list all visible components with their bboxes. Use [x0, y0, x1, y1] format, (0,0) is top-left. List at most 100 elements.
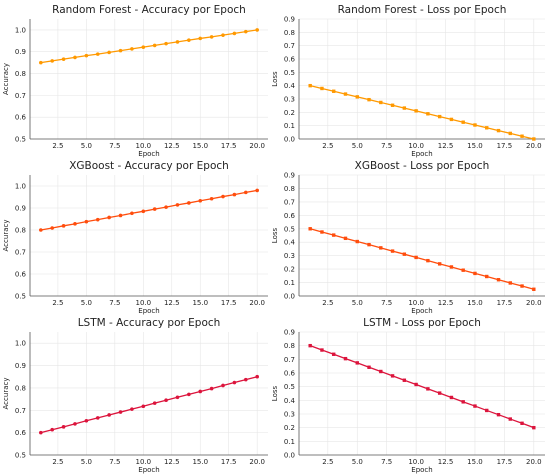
y-tick-label: 0.6: [284, 56, 296, 64]
x-tick-label: 2.5: [322, 299, 333, 307]
series-line: [309, 345, 535, 429]
data-point-marker: [308, 227, 312, 231]
chart-title: Random Forest - Accuracy por Epoch: [52, 4, 246, 16]
x-tick-label: 15.0: [467, 458, 483, 466]
x-tick-label: 2.5: [52, 299, 63, 307]
y-tick-label: 0.5: [15, 136, 26, 144]
chart-panel-1: 2.5 5.0 7.5 10.0 12.5 15.0 17.5 20.0 0.5 0.6 0.7 0.…: [2, 4, 268, 158]
x-tick-label: 2.5: [322, 458, 333, 466]
x-tick-label: 7.5: [109, 142, 120, 150]
y-tick-label: 0.2: [284, 109, 295, 117]
y-tick-label: 0.5: [15, 452, 26, 460]
x-tick-label: 20.0: [249, 299, 265, 307]
x-tick-label: 10.0: [408, 299, 424, 307]
data-point-marker: [473, 404, 477, 408]
data-point-marker: [243, 377, 248, 382]
x-tick-label: 20.0: [249, 142, 265, 150]
y-tick-label: 0.8: [15, 70, 26, 78]
chart-title: XGBoost - Accuracy por Epoch: [69, 160, 229, 172]
x-tick-label: 10.0: [408, 458, 424, 466]
x-tick-label: 15.0: [467, 142, 483, 150]
y-tick-label: 0.8: [15, 227, 26, 235]
data-point-marker: [437, 262, 442, 266]
y-tick-label: 0.7: [284, 42, 295, 50]
y-tick-label: 0.2: [284, 266, 295, 274]
data-point-marker: [367, 242, 371, 247]
data-point-marker: [449, 265, 454, 269]
x-tick-label: 12.5: [438, 142, 454, 150]
x-tick-label: 10.0: [408, 142, 424, 150]
data-point-marker: [343, 356, 348, 361]
data-point-marker: [402, 252, 407, 256]
y-tick-label: 0.8: [284, 29, 295, 37]
y-tick-label: 0.3: [284, 96, 295, 104]
y-tick-label: 0.0: [284, 452, 295, 460]
x-axis-label: Epoch: [138, 307, 159, 315]
y-tick-label: 0.3: [284, 411, 295, 419]
data-point-marker: [187, 38, 191, 42]
chart-panel-5: 2.5 5.0 7.5 10.0 12.5 15.0 17.5 20.0 0.5 0.6 0.7 0.…: [2, 317, 268, 474]
data-point-marker: [209, 35, 214, 39]
y-tick-label: 0.4: [284, 397, 296, 405]
x-tick-label: 5.0: [352, 142, 363, 150]
chart-panel-6: 2.5 5.0 7.5 10.0 12.5 15.0 17.5 20.0 0.0 0.1 0.2 0.…: [271, 317, 545, 474]
x-tick-label: 5.0: [81, 458, 92, 466]
data-point-marker: [532, 425, 536, 430]
y-tick-label: 0.1: [284, 122, 295, 130]
data-point-marker: [95, 217, 100, 222]
y-tick-label: 0.0: [284, 136, 295, 144]
x-tick-label: 17.5: [497, 299, 513, 307]
data-point-marker: [496, 128, 501, 133]
data-point-marker: [473, 123, 477, 127]
data-point-marker: [232, 31, 237, 36]
data-point-marker: [402, 106, 407, 110]
series-line: [40, 189, 258, 231]
y-tick-label: 1.0: [15, 340, 26, 348]
x-tick-label: 12.5: [164, 299, 180, 307]
x-axis-label: Epoch: [411, 466, 432, 474]
data-point-marker: [390, 249, 395, 253]
data-point-marker: [343, 92, 348, 96]
data-point-marker: [73, 422, 77, 426]
x-tick-label: 7.5: [381, 458, 392, 466]
data-point-marker: [255, 188, 259, 193]
data-point-marker: [118, 48, 123, 53]
data-point-marker: [496, 412, 501, 417]
data-point-marker: [152, 207, 157, 211]
y-tick-label: 0.8: [284, 185, 295, 193]
data-point-marker: [520, 134, 524, 138]
y-tick-label: 0.9: [15, 48, 26, 56]
data-point-marker: [39, 228, 43, 232]
x-tick-label: 17.5: [497, 458, 513, 466]
y-tick-label: 0.1: [284, 438, 295, 446]
x-tick-label: 17.5: [221, 458, 237, 466]
y-tick-label: 0.9: [284, 172, 295, 180]
data-point-marker: [355, 239, 359, 244]
y-tick-label: 0.6: [15, 429, 27, 437]
data-point-marker: [221, 383, 225, 388]
data-point-marker: [461, 400, 465, 404]
y-tick-label: 0.5: [284, 225, 295, 233]
x-tick-label: 15.0: [192, 458, 208, 466]
data-point-marker: [61, 57, 66, 61]
data-point-marker: [332, 89, 336, 93]
data-point-marker: [508, 417, 512, 421]
data-point-marker: [50, 226, 55, 230]
data-point-marker: [320, 348, 324, 352]
data-point-marker: [390, 103, 395, 107]
data-point-marker: [243, 29, 248, 34]
y-tick-label: 0.7: [15, 407, 26, 415]
data-point-marker: [426, 387, 430, 391]
x-tick-label: 12.5: [438, 299, 454, 307]
data-point-marker: [73, 222, 77, 226]
y-tick-label: 0.9: [15, 205, 26, 213]
y-tick-label: 0.8: [15, 384, 26, 392]
data-point-marker: [221, 33, 225, 37]
y-tick-label: 0.7: [15, 92, 26, 100]
data-point-marker: [355, 95, 359, 99]
data-point-marker: [39, 60, 43, 65]
y-tick-label: 0.4: [284, 239, 296, 247]
data-point-marker: [379, 246, 383, 250]
data-point-marker: [61, 224, 66, 228]
